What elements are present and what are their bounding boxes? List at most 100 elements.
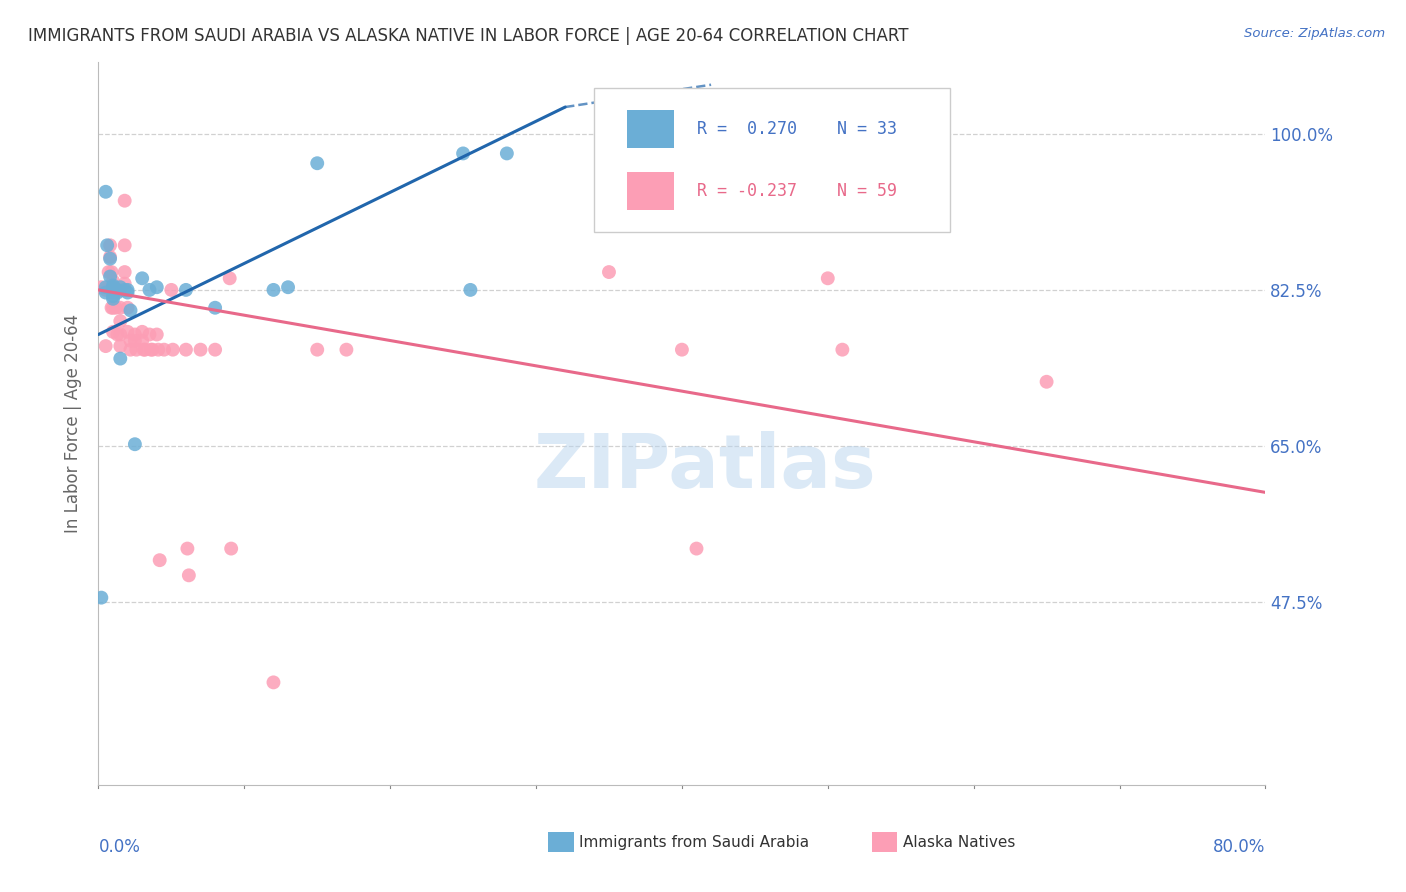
Point (94, 285, 117, 300)
Point (671, 343, 693, 357)
Point (219, 541, 242, 556)
Point (110, 283, 132, 297)
Point (100, 265, 122, 279)
Point (218, 271, 240, 285)
Point (110, 280, 132, 294)
Point (117, 283, 139, 297)
Point (105, 327, 128, 342)
Point (94, 339, 117, 353)
Text: Immigrants from Saudi Arabia: Immigrants from Saudi Arabia (579, 835, 810, 849)
Point (460, 283, 482, 297)
Point (110, 301, 132, 315)
Point (94, 185, 117, 199)
Point (90, 591, 112, 605)
Text: Source: ZipAtlas.com: Source: ZipAtlas.com (1244, 27, 1385, 40)
Point (110, 339, 132, 353)
Point (114, 265, 136, 279)
Point (104, 282, 127, 296)
Point (190, 343, 212, 357)
Point (335, 343, 357, 357)
Point (451, 146, 474, 161)
Bar (627, 110, 673, 148)
Point (124, 327, 146, 342)
Text: Alaska Natives: Alaska Natives (903, 835, 1015, 849)
Point (177, 568, 200, 582)
Point (496, 146, 519, 161)
Point (307, 156, 329, 170)
Point (120, 334, 142, 348)
Point (104, 301, 127, 315)
Text: IMMIGRANTS FROM SAUDI ARABIA VS ALASKA NATIVE IN LABOR FORCE | AGE 20-64 CORRELA: IMMIGRANTS FROM SAUDI ARABIA VS ALASKA N… (28, 27, 908, 45)
Point (174, 283, 197, 297)
Point (149, 553, 172, 567)
Point (124, 334, 146, 348)
Point (131, 271, 153, 285)
Point (138, 283, 160, 297)
Point (114, 194, 136, 208)
Point (146, 327, 169, 342)
Point (98, 238, 121, 252)
Point (153, 343, 176, 357)
Point (307, 343, 329, 357)
Y-axis label: In Labor Force | Age 20-64: In Labor Force | Age 20-64 (65, 314, 83, 533)
Point (125, 343, 148, 357)
Text: R = -0.237    N = 59: R = -0.237 N = 59 (697, 182, 897, 200)
Point (262, 283, 284, 297)
Point (117, 285, 139, 300)
Text: 0.0%: 0.0% (98, 838, 141, 856)
Point (101, 301, 124, 315)
Point (685, 541, 707, 556)
Point (124, 437, 146, 451)
Point (204, 301, 226, 315)
Point (110, 314, 132, 328)
Point (141, 343, 163, 357)
Point (162, 343, 184, 357)
Point (120, 303, 142, 318)
Point (132, 343, 155, 357)
Point (598, 265, 620, 279)
Point (101, 292, 124, 306)
Text: R =  0.270    N = 33: R = 0.270 N = 33 (697, 120, 897, 137)
Point (120, 343, 142, 357)
Point (101, 325, 124, 339)
Point (204, 343, 226, 357)
Point (101, 283, 124, 297)
Point (277, 280, 299, 294)
Point (1035, 375, 1057, 389)
Point (262, 675, 284, 690)
Point (101, 280, 124, 294)
Point (101, 283, 124, 297)
FancyBboxPatch shape (595, 87, 950, 232)
Text: 80.0%: 80.0% (1213, 838, 1265, 856)
Point (98, 252, 121, 266)
Point (114, 283, 136, 297)
Point (131, 334, 153, 348)
Point (131, 325, 153, 339)
Point (148, 343, 170, 357)
Point (831, 343, 853, 357)
Point (138, 327, 160, 342)
Point (101, 289, 124, 303)
Point (101, 274, 124, 288)
Point (160, 283, 183, 297)
Point (97, 265, 120, 279)
Point (114, 238, 136, 252)
Point (98, 269, 121, 284)
Point (100, 301, 122, 315)
Point (117, 325, 139, 339)
Text: ZIPatlas: ZIPatlas (534, 431, 876, 504)
Point (101, 278, 124, 293)
Point (110, 327, 132, 342)
Point (101, 285, 124, 300)
Point (134, 343, 156, 357)
Point (90, 280, 112, 294)
Point (139, 343, 162, 357)
Point (817, 271, 839, 285)
Point (117, 301, 139, 315)
Bar (627, 172, 673, 211)
Point (94, 283, 117, 297)
Point (146, 280, 169, 294)
Point (96, 238, 118, 252)
Point (176, 541, 198, 556)
Point (110, 351, 132, 366)
